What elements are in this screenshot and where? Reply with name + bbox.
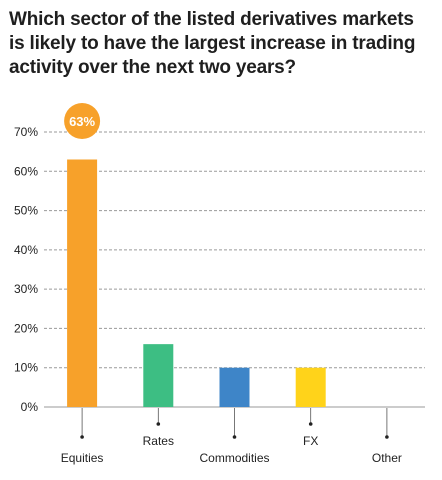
callout-bubble (64, 103, 101, 139)
y-tick-label-6: 60% (14, 164, 38, 178)
value-callout: 63% (64, 103, 101, 139)
y-tick-label-4: 40% (14, 243, 38, 257)
y-tick-label-0: 0% (21, 400, 39, 414)
category-marker-3 (308, 422, 313, 426)
category-label-commodities: Commodities (199, 451, 269, 465)
category-label-fx: FX (303, 434, 318, 448)
category-label-other: Other (372, 451, 402, 465)
bars (67, 159, 326, 407)
chart-title-line-2: is likely to have the largest increase i… (9, 33, 416, 54)
y-tick-label-5: 50% (14, 204, 38, 218)
grid-lines (44, 131, 425, 408)
x-axis: Equities Rates Commodities FX Other (61, 408, 402, 465)
callout-value: 63% (69, 114, 95, 129)
category-marker-0 (80, 435, 84, 439)
category-label-equities: Equities (61, 451, 104, 465)
chart-title: Which sector of the listed derivatives m… (9, 8, 434, 80)
y-tick-label-7: 70% (14, 125, 38, 139)
y-axis-ticks: 0% 10% 20% 30% 40% 50% 60% 70% (14, 125, 38, 414)
category-marker-2 (232, 435, 237, 439)
category-marker-1 (156, 422, 161, 426)
chart-title-line-1: Which sector of the listed derivatives m… (9, 9, 414, 30)
y-tick-label-2: 20% (14, 321, 38, 335)
category-marker-4 (385, 435, 389, 439)
bar-rates (143, 344, 174, 407)
y-tick-label-1: 10% (14, 361, 38, 375)
bar-fx (295, 367, 326, 407)
category-label-rates: Rates (143, 434, 174, 448)
chart-title-line-3: activity over the next two years? (9, 57, 296, 78)
bar-commodities (219, 367, 250, 407)
bar-equities (67, 159, 98, 407)
y-tick-label-3: 30% (14, 282, 38, 296)
